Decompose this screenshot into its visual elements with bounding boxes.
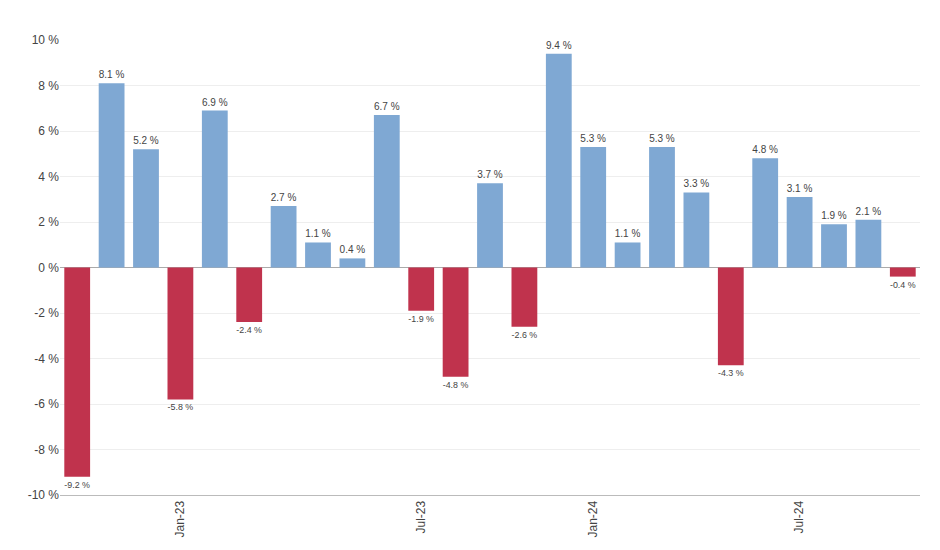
svg-text:0 %: 0 % (38, 261, 59, 275)
svg-text:5.2 %: 5.2 % (133, 135, 159, 146)
svg-text:Jul-24: Jul-24 (793, 500, 807, 533)
svg-text:-2.6 %: -2.6 % (512, 330, 538, 340)
svg-text:1.1 %: 1.1 % (305, 228, 331, 239)
svg-text:4.8 %: 4.8 % (752, 144, 778, 155)
svg-text:6.7 %: 6.7 % (374, 101, 400, 112)
svg-text:-9.2 %: -9.2 % (64, 480, 90, 490)
svg-text:3.3 %: 3.3 % (684, 178, 710, 189)
svg-text:6.9 %: 6.9 % (202, 97, 228, 108)
svg-text:0.4 %: 0.4 % (340, 244, 366, 255)
svg-text:10 %: 10 % (32, 33, 60, 47)
svg-text:-4.8 %: -4.8 % (443, 380, 469, 390)
svg-text:-6 %: -6 % (34, 397, 59, 411)
svg-text:2 %: 2 % (38, 215, 59, 229)
svg-text:2.7 %: 2.7 % (271, 192, 297, 203)
svg-text:8.1 %: 8.1 % (99, 69, 125, 80)
svg-text:2.1 %: 2.1 % (856, 206, 882, 217)
svg-text:-2 %: -2 % (34, 306, 59, 320)
svg-text:-4.3 %: -4.3 % (718, 368, 744, 378)
svg-text:3.7 %: 3.7 % (477, 169, 503, 180)
svg-text:5.3 %: 5.3 % (580, 133, 606, 144)
svg-text:-1.9 %: -1.9 % (408, 314, 434, 324)
svg-text:-8 %: -8 % (34, 443, 59, 457)
svg-text:1.1 %: 1.1 % (615, 228, 641, 239)
svg-text:6 %: 6 % (38, 124, 59, 138)
svg-text:1.9 %: 1.9 % (821, 210, 847, 221)
svg-text:Jan-24: Jan-24 (586, 500, 600, 537)
svg-text:Jul-23: Jul-23 (414, 500, 428, 533)
svg-text:-5.8 %: -5.8 % (168, 402, 194, 412)
svg-text:-0.4 %: -0.4 % (890, 280, 916, 290)
svg-text:Jan-23: Jan-23 (173, 500, 187, 537)
svg-text:-4 %: -4 % (34, 352, 59, 366)
svg-text:5.3 %: 5.3 % (649, 133, 675, 144)
svg-text:9.4 %: 9.4 % (546, 40, 572, 51)
svg-text:3.1 %: 3.1 % (787, 183, 813, 194)
svg-text:-2.4 %: -2.4 % (236, 325, 262, 335)
svg-text:-10 %: -10 % (28, 488, 60, 502)
svg-text:8 %: 8 % (38, 79, 59, 93)
svg-text:4 %: 4 % (38, 170, 59, 184)
